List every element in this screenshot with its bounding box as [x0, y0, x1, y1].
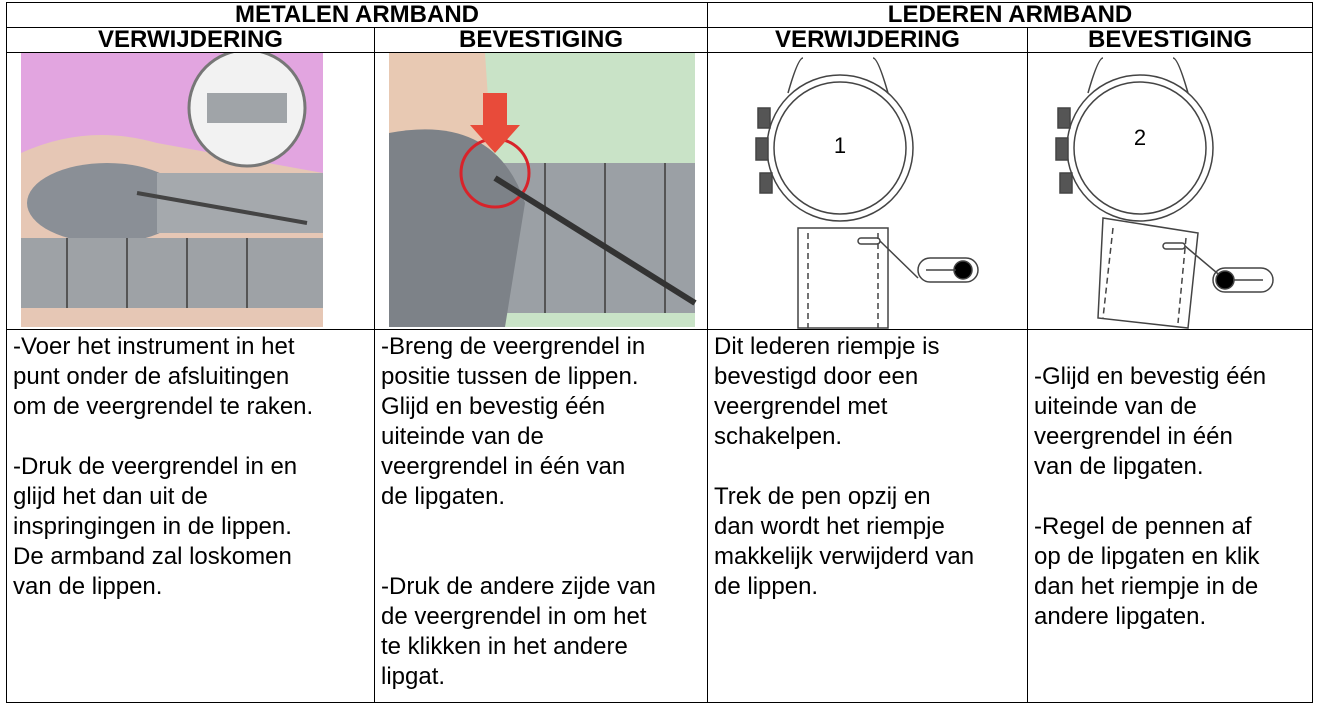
instruction-cell: -Breng de veergrendel in positie tussen d…	[373, 329, 709, 703]
step-number: 2	[1134, 125, 1146, 150]
group-header: METALEN ARMBAND	[5, 2, 709, 28]
sub-header: BEVESTIGING	[373, 27, 709, 53]
text-line: dan het riempje in de	[1034, 573, 1259, 600]
text-line: om de veergrendel te raken.	[13, 393, 314, 420]
paragraph: -Regel de pennen af op de lipgaten en kli…	[1034, 512, 1312, 632]
text-line: te klikken in het andere	[381, 633, 628, 660]
text-line: -Voer het instrument in het	[13, 333, 295, 360]
text-line: veergrendel in één van	[381, 453, 626, 480]
paragraph: -Druk de andere zijde van de veergrendel …	[381, 572, 707, 692]
text-line: inspringingen in de lippen.	[13, 513, 292, 540]
text-line: lipgat.	[381, 663, 446, 690]
metal-attach-illustration	[389, 53, 697, 327]
text-line: makkelijk verwijderd van	[714, 543, 975, 570]
sub-header: VERWIJDERING	[707, 27, 1029, 53]
paragraph: -Breng de veergrendel in positie tussen d…	[381, 332, 707, 512]
text-line: -Druk de andere zijde van	[381, 573, 656, 600]
group-header: LEDEREN ARMBAND	[707, 2, 1314, 28]
step-number: 1	[834, 133, 846, 158]
paragraph: -Voer het instrument in het punt onder de…	[13, 332, 374, 422]
text-line: veergrendel in één	[1034, 423, 1233, 450]
text-line: dan wordt het riempje	[714, 513, 945, 540]
paragraph: Trek de pen opzij en dan wordt het riempj…	[714, 482, 1027, 602]
text-line: -Regel de pennen af	[1034, 513, 1252, 540]
text-line: uiteinde van de	[1034, 393, 1197, 420]
text-line: de lipgaten.	[381, 483, 506, 510]
text-line: bevestigd door een	[714, 363, 919, 390]
text-line: positie tussen de lippen.	[381, 363, 639, 390]
text-line: Glijd en bevestig één	[381, 393, 606, 420]
text-line: de veergrendel in om het	[381, 603, 647, 630]
instruction-cell: Dit lederen riempje is bevestigd door een…	[707, 329, 1029, 703]
text-line: Trek de pen opzij en	[714, 483, 931, 510]
watch-strap-table: METALEN ARMBAND LEDEREN ARMBAND VERWIJDE…	[5, 2, 1314, 703]
page: METALEN ARMBAND LEDEREN ARMBAND VERWIJDE…	[5, 2, 1314, 703]
text-line: van de lipgaten.	[1034, 453, 1204, 480]
image-cell	[6, 52, 375, 330]
text-line: -Druk de veergrendel in en	[13, 453, 298, 480]
image-cell: 1	[707, 52, 1029, 330]
text-line: punt onder de afsluitingen	[13, 363, 290, 390]
paragraph: -Glijd en bevestig één uiteinde van de vee…	[1034, 362, 1312, 482]
text-line: Dit lederen riempje is	[714, 333, 940, 360]
text-line: van de lippen.	[13, 573, 163, 600]
metal-removal-illustration	[21, 53, 323, 327]
instruction-cell: -Glijd en bevestig één uiteinde van de vee…	[1027, 329, 1314, 703]
text-line: andere lipgaten.	[1034, 603, 1207, 630]
image-cell: 2	[1027, 52, 1314, 330]
paragraph: -Druk de veergrendel in en glijd het dan …	[13, 452, 374, 602]
text-line: uiteinde van de	[381, 423, 544, 450]
text-line: -Glijd en bevestig één	[1034, 363, 1267, 390]
text-line: schakelpen.	[714, 423, 843, 450]
sub-header: VERWIJDERING	[6, 27, 375, 53]
text-line: glijd het dan uit de	[13, 483, 208, 510]
text-line: op de lipgaten en klik	[1034, 543, 1260, 570]
sub-header: BEVESTIGING	[1027, 27, 1314, 53]
leather-removal-drawing: 1	[755, 57, 979, 329]
image-cell	[373, 52, 709, 330]
text-line: -Breng de veergrendel in	[381, 333, 646, 360]
text-line: veergrendel met	[714, 393, 888, 420]
leather-attach-drawing: 2	[1055, 57, 1274, 329]
text-line: De armband zal loskomen	[13, 543, 292, 570]
instruction-cell: -Voer het instrument in het punt onder de…	[6, 329, 375, 703]
paragraph: Dit lederen riempje is bevestigd door een…	[714, 332, 1027, 452]
text-line: de lippen.	[714, 573, 819, 600]
